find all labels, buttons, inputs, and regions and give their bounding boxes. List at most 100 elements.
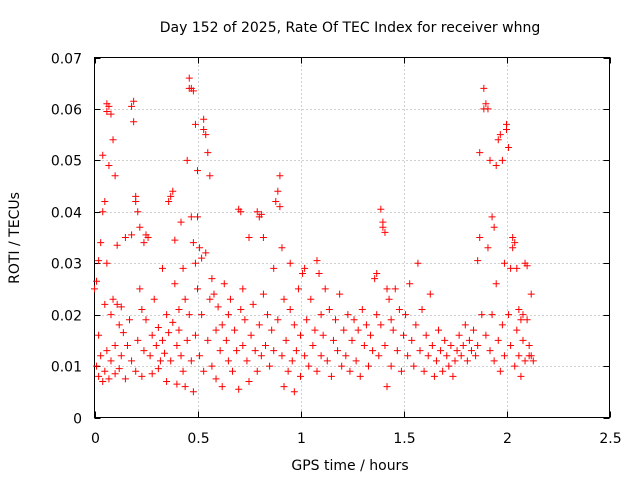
data-point <box>327 372 335 380</box>
x-tick-label: 0.5 <box>187 431 209 447</box>
data-point <box>317 352 325 360</box>
data-point <box>303 316 311 324</box>
data-point <box>91 285 98 293</box>
data-point <box>340 326 348 334</box>
data-point <box>395 306 403 313</box>
data-point <box>515 352 523 360</box>
data-point <box>402 311 410 319</box>
data-point <box>474 257 482 265</box>
data-point <box>268 326 276 334</box>
plot-frame <box>94 57 610 418</box>
data-point <box>309 342 317 349</box>
data-point <box>132 367 140 375</box>
data-point <box>128 102 136 110</box>
data-point <box>387 362 395 370</box>
x-tick-label: 1 <box>297 431 306 447</box>
data-point <box>266 362 274 370</box>
data-point <box>519 336 527 344</box>
data-point <box>453 347 461 355</box>
data-point <box>212 326 220 334</box>
data-point <box>148 331 156 339</box>
data-point <box>101 367 109 375</box>
x-tick-label: 2 <box>503 431 512 447</box>
data-point <box>105 162 113 169</box>
data-point <box>218 383 226 391</box>
data-point <box>103 259 111 267</box>
data-points <box>91 74 537 396</box>
data-point <box>371 275 379 283</box>
data-point <box>128 357 136 365</box>
y-tick-label: 0.04 <box>51 206 82 222</box>
data-point <box>377 205 385 213</box>
data-point <box>354 326 362 334</box>
data-point <box>158 264 166 272</box>
data-point <box>315 270 323 277</box>
data-point <box>111 342 119 349</box>
data-point <box>150 295 158 303</box>
data-point <box>218 321 226 329</box>
data-point <box>187 357 195 365</box>
data-point <box>451 357 459 365</box>
data-point <box>500 352 508 360</box>
data-point <box>276 203 284 211</box>
data-point <box>103 108 111 115</box>
data-point <box>220 280 228 288</box>
data-point <box>200 126 208 133</box>
data-point <box>99 151 107 159</box>
data-point <box>505 311 513 319</box>
data-point <box>435 326 443 334</box>
data-point <box>467 347 475 355</box>
data-point <box>113 241 121 249</box>
data-point <box>183 156 191 164</box>
data-point <box>208 362 216 370</box>
data-point <box>253 367 261 375</box>
data-point <box>99 378 107 385</box>
data-point <box>344 311 352 319</box>
data-point <box>191 259 199 267</box>
data-point <box>482 100 490 108</box>
data-point <box>101 198 109 205</box>
data-point <box>511 362 519 370</box>
data-point <box>243 357 251 365</box>
data-point <box>527 352 535 360</box>
data-point <box>107 357 115 365</box>
data-point <box>156 357 164 365</box>
data-point <box>261 342 269 349</box>
data-point <box>356 372 364 380</box>
data-point <box>406 280 414 288</box>
data-point <box>459 342 467 349</box>
data-point <box>441 336 449 344</box>
data-point <box>439 367 447 375</box>
data-point <box>191 331 199 339</box>
data-point <box>165 198 173 205</box>
data-point <box>272 198 280 205</box>
data-point <box>212 375 220 383</box>
data-point <box>97 239 105 247</box>
data-point <box>385 295 393 303</box>
data-point <box>185 74 193 82</box>
data-point <box>416 347 424 355</box>
data-point <box>447 342 455 349</box>
data-point <box>249 300 257 308</box>
data-point <box>367 331 375 339</box>
y-tick-label: 0.07 <box>51 52 82 68</box>
data-point <box>329 336 337 344</box>
data-point <box>95 331 103 339</box>
data-point <box>146 352 154 360</box>
data-point <box>175 326 183 334</box>
data-point <box>430 372 438 380</box>
data-point <box>523 262 531 270</box>
data-point <box>500 259 508 267</box>
data-point <box>115 365 123 373</box>
data-point <box>259 234 267 241</box>
data-point <box>224 357 232 365</box>
data-point <box>259 290 267 298</box>
data-point <box>484 244 492 252</box>
data-point <box>105 375 113 383</box>
data-point <box>311 326 319 334</box>
data-point <box>379 223 387 231</box>
data-point <box>294 285 302 293</box>
data-point <box>513 264 521 272</box>
data-point <box>474 342 482 349</box>
